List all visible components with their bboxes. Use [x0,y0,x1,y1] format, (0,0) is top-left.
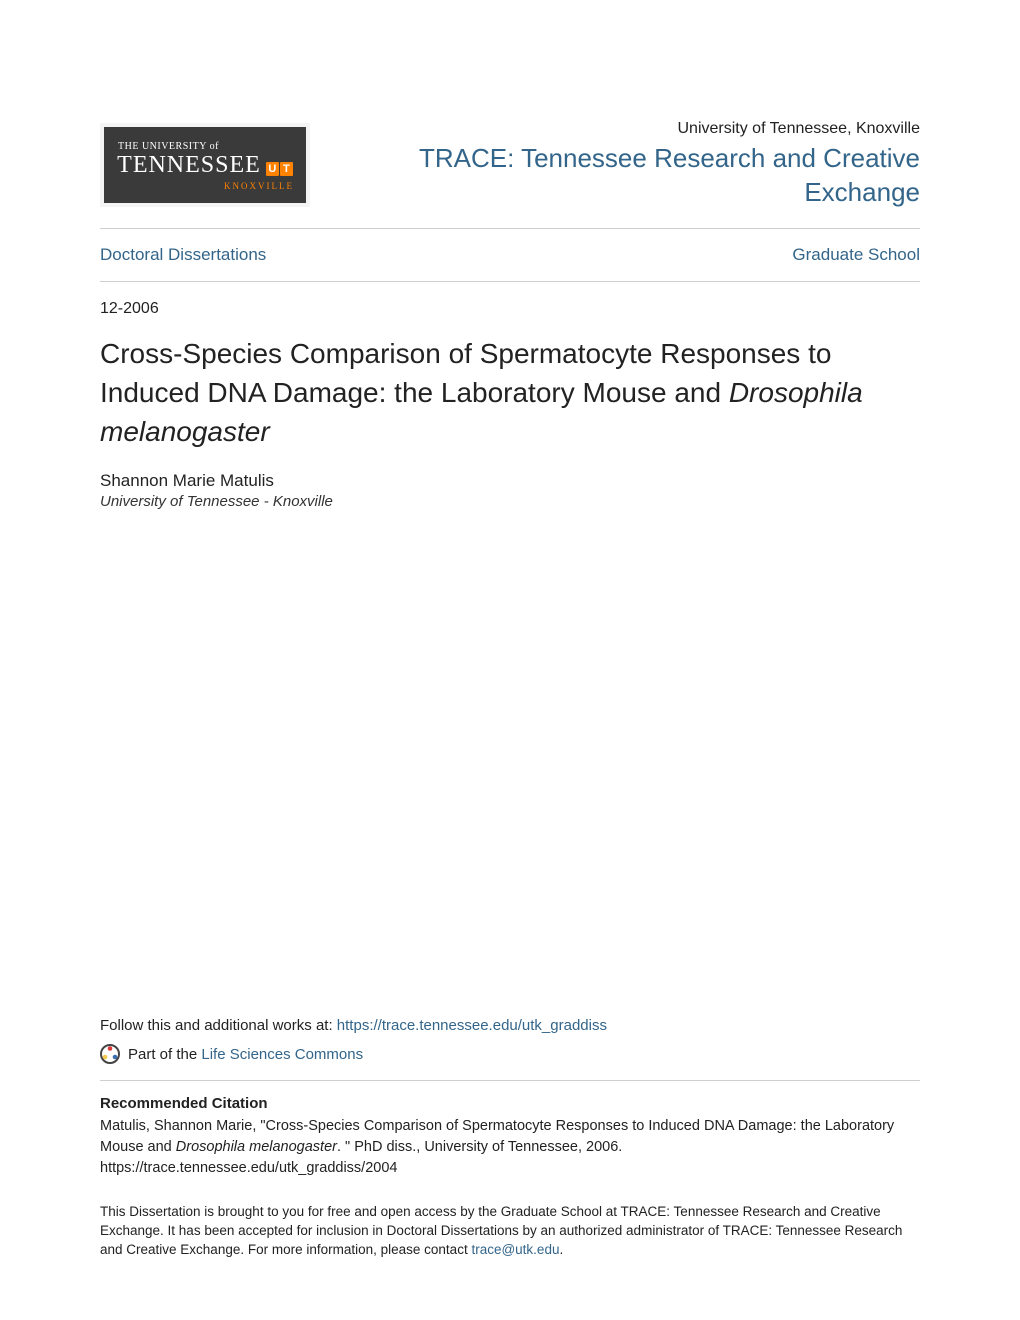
breadcrumb-left-link[interactable]: Doctoral Dissertations [100,245,266,265]
logo-wordmark: TENNESSEE [117,152,261,179]
breadcrumb-right-link[interactable]: Graduate School [792,245,920,265]
logo-sub-line: KNOXVILLE [224,181,294,191]
citation-url: https://trace.tennessee.edu/utk_graddiss… [100,1160,397,1176]
university-name: University of Tennessee, Knoxville [336,120,920,138]
logo-main-line: TENNESSEE U T [117,152,293,179]
partof-prefix: Part of the [128,1046,201,1063]
follow-prefix: Follow this and additional works at: [100,1017,337,1034]
title-text: Cross-Species Comparison of Spermatocyte… [100,338,831,408]
author-affiliation: University of Tennessee - Knoxville [100,493,920,510]
author-name: Shannon Marie Matulis [100,471,920,491]
header-text: University of Tennessee, Knoxville TRACE… [336,120,920,210]
citation-italic: Drosophila melanogaster [176,1139,337,1155]
partof-link[interactable]: Life Sciences Commons [201,1046,363,1063]
recommended-citation: Matulis, Shannon Marie, "Cross-Species C… [100,1116,920,1179]
logo-top-line: THE UNIVERSITY of [118,141,219,152]
contact-email-link[interactable]: trace@utk.edu [471,1242,559,1257]
publication-date: 12-2006 [100,300,920,318]
header: THE UNIVERSITY of TENNESSEE U T KNOXVILL… [100,120,920,210]
vertical-spacer [100,510,920,1017]
site-title-link[interactable]: TRACE: Tennessee Research and Creative E… [419,143,920,207]
divider [100,1080,920,1081]
page-root: THE UNIVERSITY of TENNESSEE U T KNOXVILL… [0,0,1020,1320]
logo-mark-u: U [266,162,279,176]
article-title: Cross-Species Comparison of Spermatocyte… [100,334,920,452]
part-of-line: Part of the Life Sciences Commons [100,1044,920,1064]
recommended-citation-heading: Recommended Citation [100,1095,920,1112]
follow-line: Follow this and additional works at: htt… [100,1017,920,1034]
partof-text: Part of the Life Sciences Commons [128,1046,363,1063]
logo-mark-t: T [280,162,293,176]
statement-suffix: . [559,1242,563,1257]
access-statement: This Dissertation is brought to you for … [100,1203,920,1260]
citation-line2: . " PhD diss., University of Tennessee, … [337,1139,622,1155]
logo-ut-mark: U T [266,162,293,176]
follow-link[interactable]: https://trace.tennessee.edu/utk_graddiss [337,1017,607,1034]
breadcrumb-row: Doctoral Dissertations Graduate School [100,229,920,281]
network-icon [100,1044,120,1064]
university-logo: THE UNIVERSITY of TENNESSEE U T KNOXVILL… [100,123,310,207]
divider [100,281,920,282]
